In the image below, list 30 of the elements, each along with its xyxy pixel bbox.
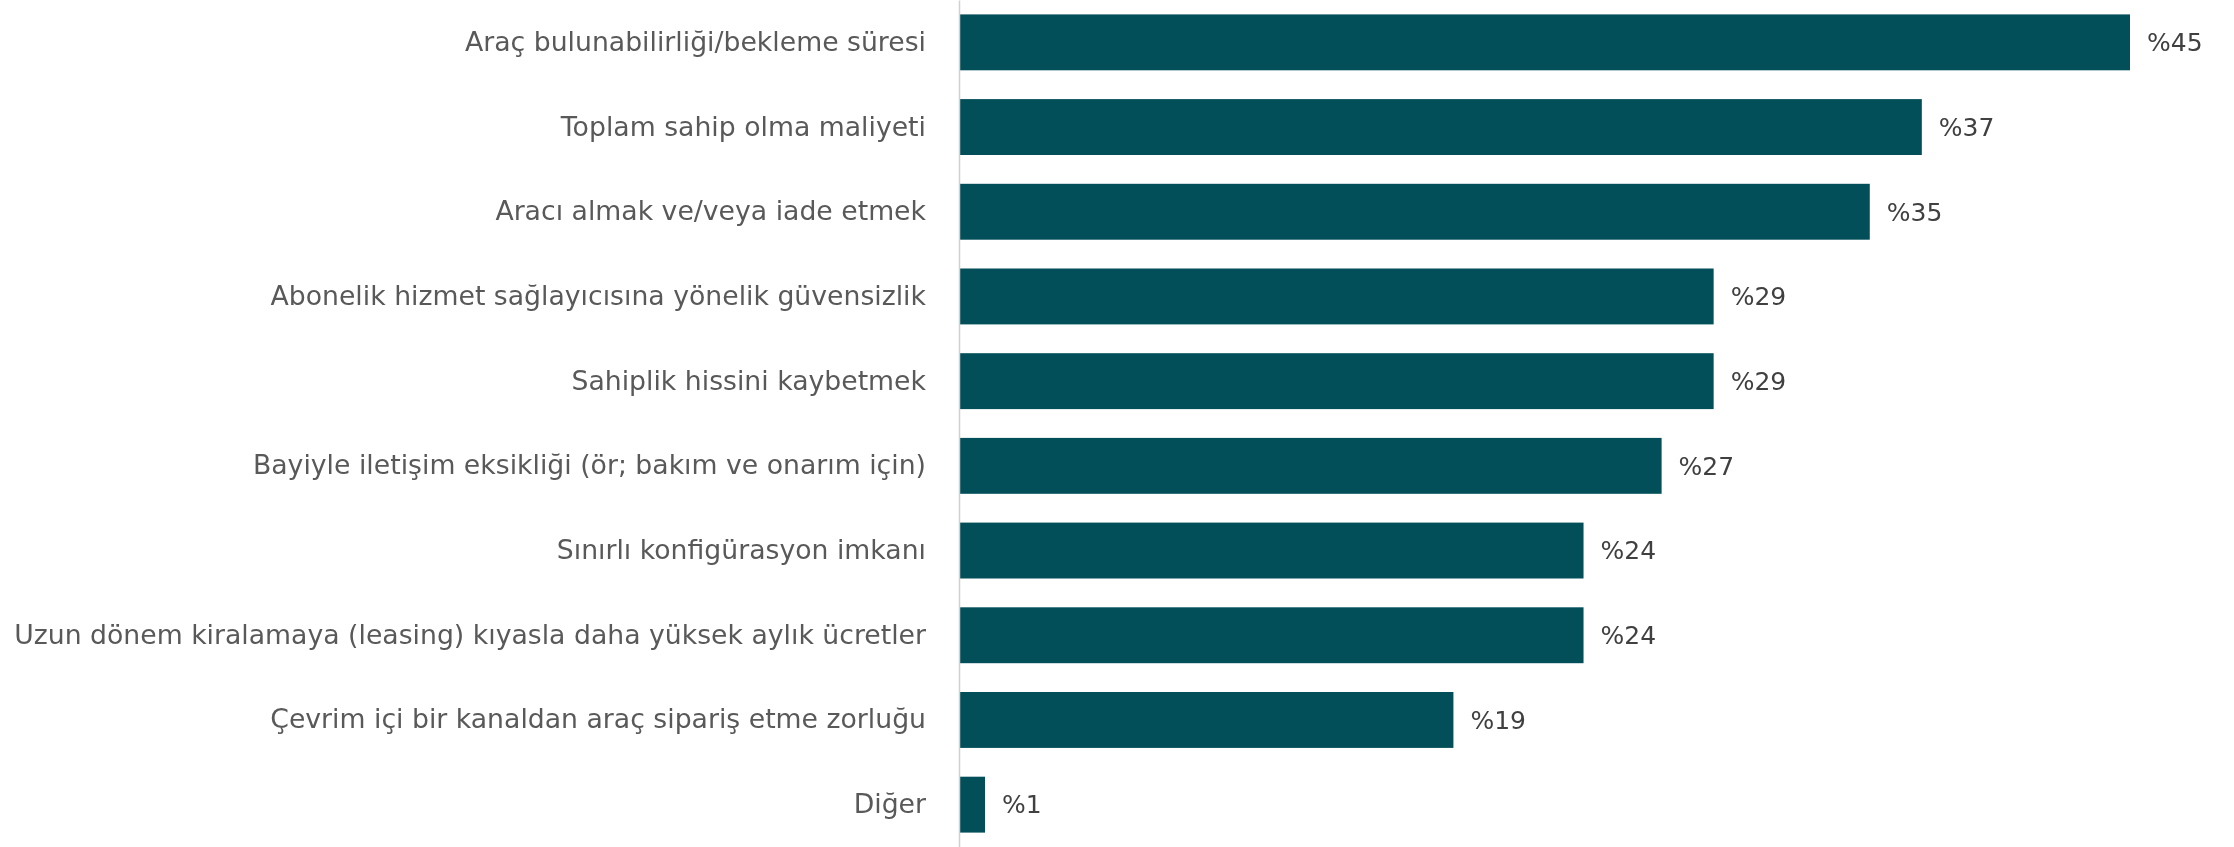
y-tick-label: Aracı almak ve/veya iade etmek	[495, 195, 927, 227]
data-label: %37	[1938, 112, 1995, 142]
bar	[959, 353, 1714, 410]
bar	[959, 692, 1454, 748]
y-tick-label: Sahiplik hissini kaybetmek	[571, 364, 927, 396]
data-label: %45	[2147, 28, 2203, 58]
bar	[959, 268, 1714, 325]
bar	[959, 14, 2130, 71]
y-tick-label: Bayiyle iletişim eksikliği (ör; bakım ve onarım için)	[252, 449, 926, 481]
data-label: %35	[1886, 197, 1943, 227]
data-label: %24	[1600, 536, 1657, 566]
data-label: %27	[1678, 451, 1735, 481]
y-tick-label: Uzun dönem kiralamaya (leasing) kıyasla daha yüksek aylık ücretler	[14, 618, 927, 650]
data-label: %24	[1600, 621, 1657, 650]
data-label: %29	[1730, 366, 1787, 396]
bar	[959, 437, 1662, 494]
bar	[959, 99, 1922, 155]
data-label: %29	[1730, 282, 1787, 312]
data-label: %19	[1470, 705, 1526, 735]
y-tick-label: Araç bulunabilirliği/bekleme süresi	[464, 25, 926, 57]
y-tick-label: Diğer	[853, 788, 927, 820]
bar	[959, 183, 1870, 240]
y-tick-label: Sınırlı konfigürasyon imkanı	[556, 534, 926, 566]
bar	[959, 776, 986, 833]
bar	[959, 607, 1584, 664]
y-tick-label: Çevrim içi bir kanaldan araç sipariş etme zorluğu	[270, 703, 926, 735]
bar	[959, 522, 1584, 579]
y-tick-label: Toplam sahip olma maliyeti	[559, 110, 926, 142]
data-label: %1	[1002, 790, 1042, 820]
y-tick-label: Abonelik hizmet sağlayıcısına yönelik güvensizlik	[270, 279, 927, 311]
